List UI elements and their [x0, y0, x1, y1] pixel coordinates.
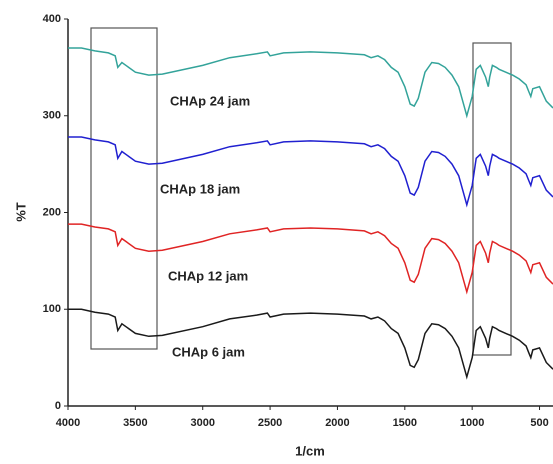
- highlight-box: [90, 27, 158, 350]
- series-label: CHAp 18 jam: [160, 181, 240, 196]
- x-tick-label: 500: [530, 417, 548, 429]
- x-tick-label: 2500: [258, 417, 282, 429]
- y-tick-label: 200: [43, 206, 61, 218]
- x-tick-label: 1500: [393, 417, 417, 429]
- x-tick-label: 1000: [460, 417, 484, 429]
- x-axis-label: 1/cm: [295, 443, 325, 458]
- y-tick-label: 0: [55, 400, 61, 412]
- highlight-box: [472, 42, 512, 356]
- series-line: [68, 223, 553, 295]
- series-label: CHAp 12 jam: [168, 268, 248, 283]
- series-line: [68, 47, 553, 119]
- y-tick-label: 400: [43, 13, 61, 25]
- y-tick-label: 100: [43, 303, 61, 315]
- series-label: CHAp 24 jam: [170, 93, 250, 108]
- x-tick-label: 2000: [325, 417, 349, 429]
- series-label: CHAp 6 jam: [172, 344, 245, 359]
- x-tick-label: 4000: [56, 417, 80, 429]
- series-line: [68, 308, 553, 380]
- series-line: [68, 136, 553, 208]
- y-axis-label: %T: [13, 202, 28, 222]
- x-tick-label: 3500: [123, 417, 147, 429]
- x-tick-label: 3000: [190, 417, 214, 429]
- y-tick-label: 300: [43, 110, 61, 122]
